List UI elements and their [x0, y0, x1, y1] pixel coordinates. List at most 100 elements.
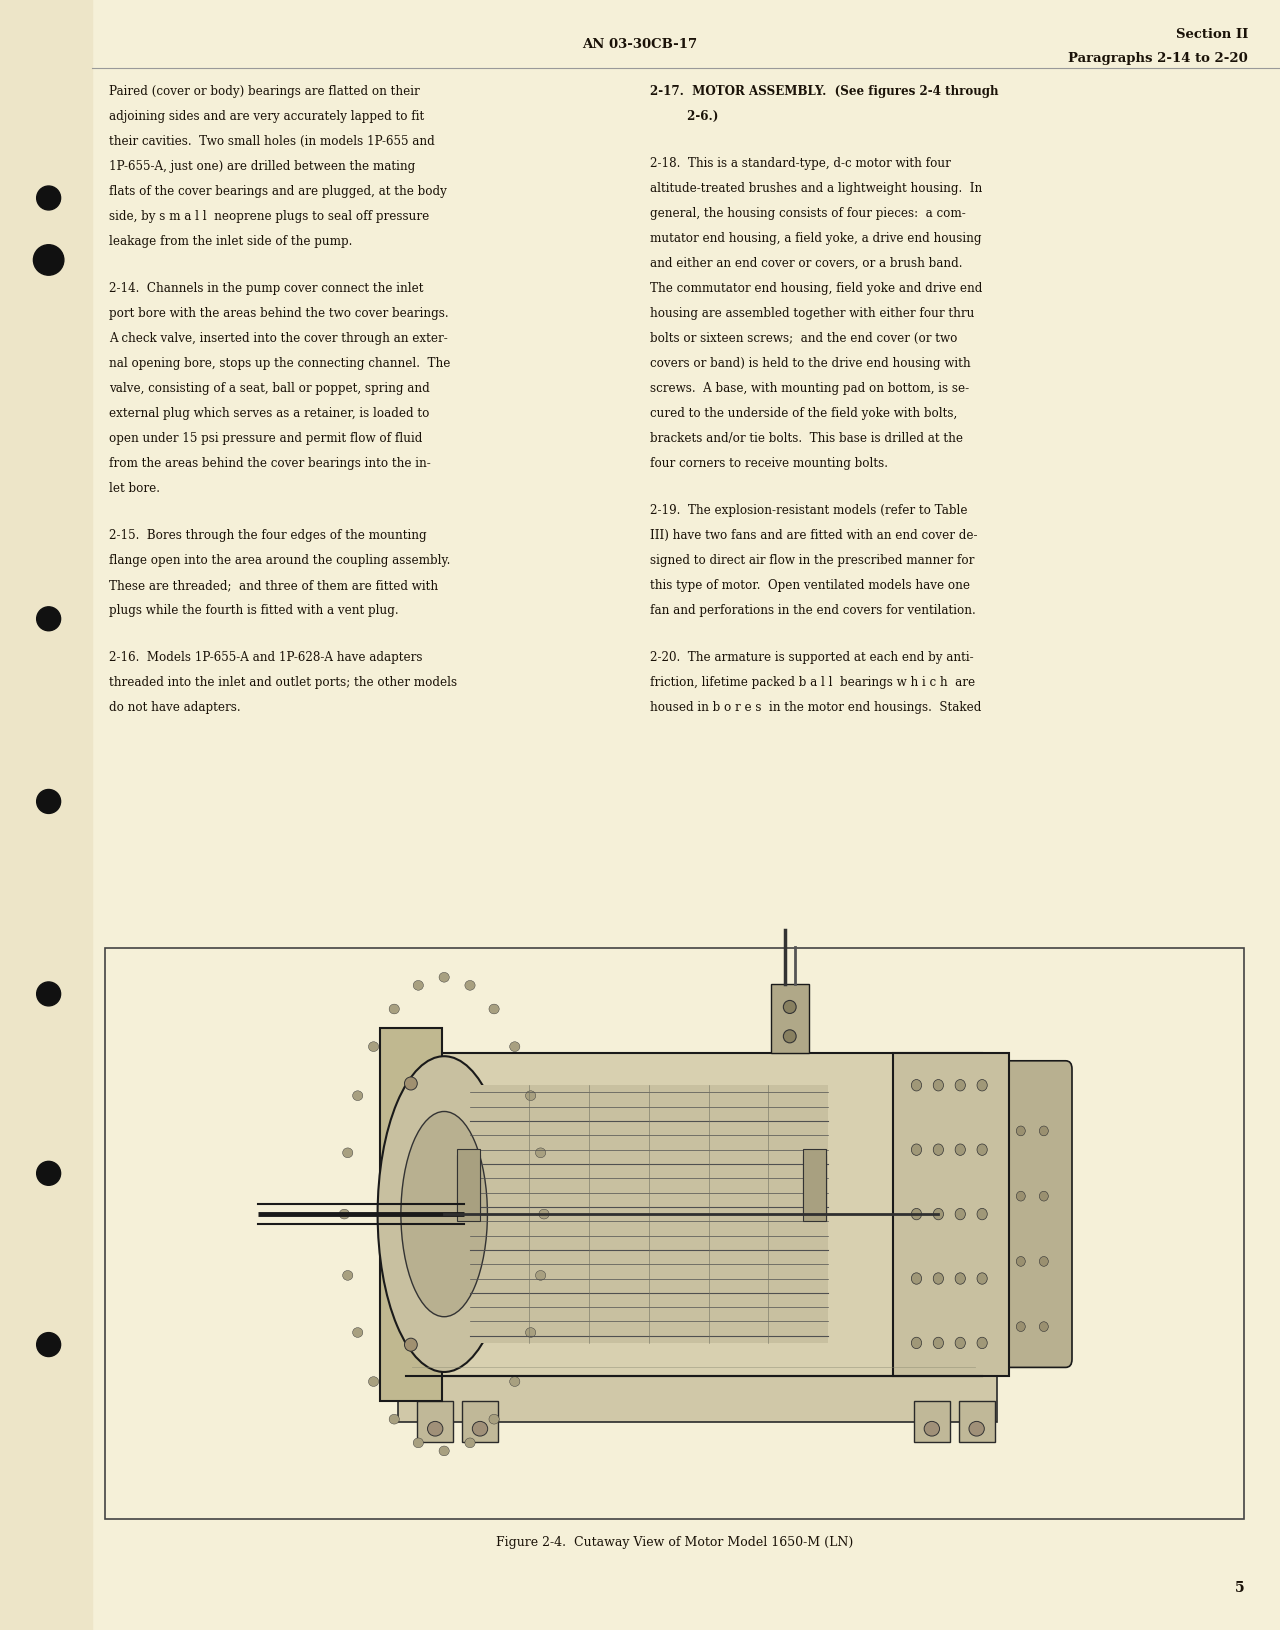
Ellipse shape	[911, 1273, 922, 1284]
Bar	[462, 1402, 498, 1443]
Text: 2-20.  The armature is supported at each end by anti-: 2-20. The armature is supported at each …	[650, 650, 974, 663]
Ellipse shape	[509, 1042, 520, 1051]
Ellipse shape	[969, 1421, 984, 1436]
Ellipse shape	[924, 1421, 940, 1436]
Ellipse shape	[535, 1148, 545, 1157]
Text: open under 15 psi pressure and permit flow of fluid: open under 15 psi pressure and permit fl…	[109, 432, 422, 445]
Text: adjoining sides and are very accurately lapped to fit: adjoining sides and are very accurately …	[109, 109, 424, 122]
Bar	[803, 1149, 826, 1214]
Ellipse shape	[37, 608, 60, 631]
Text: 2-14.  Channels in the pump cover connect the inlet: 2-14. Channels in the pump cover connect…	[109, 282, 424, 295]
Ellipse shape	[977, 1337, 987, 1350]
Ellipse shape	[489, 1004, 499, 1014]
Text: 2-17.  MOTOR ASSEMBLY.  (See figures 2-4 through: 2-17. MOTOR ASSEMBLY. (See figures 2-4 t…	[650, 85, 998, 98]
Text: four corners to receive mounting bolts.: four corners to receive mounting bolts.	[650, 456, 888, 469]
Ellipse shape	[343, 1148, 353, 1157]
Bar	[771, 985, 809, 1053]
Bar	[959, 1402, 995, 1443]
Ellipse shape	[955, 1273, 965, 1284]
Text: side, by s m a l l  neoprene plugs to seal off pressure: side, by s m a l l neoprene plugs to sea…	[109, 210, 429, 222]
Bar	[406, 1053, 982, 1376]
Ellipse shape	[369, 1042, 379, 1051]
Text: Section II: Section II	[1175, 28, 1248, 41]
Ellipse shape	[933, 1337, 943, 1350]
Text: their cavities.  Two small holes (in models 1P-655 and: their cavities. Two small holes (in mode…	[109, 135, 434, 148]
Ellipse shape	[955, 1144, 965, 1156]
Text: leakage from the inlet side of the pump.: leakage from the inlet side of the pump.	[109, 235, 352, 248]
Ellipse shape	[933, 1081, 943, 1092]
Bar	[398, 1351, 997, 1423]
Ellipse shape	[389, 1415, 399, 1425]
Text: this type of motor.  Open ventilated models have one: this type of motor. Open ventilated mode…	[650, 579, 970, 592]
Text: from the areas behind the cover bearings into the in-: from the areas behind the cover bearings…	[109, 456, 430, 469]
Ellipse shape	[428, 1421, 443, 1436]
Ellipse shape	[401, 1112, 488, 1317]
Text: 5: 5	[1234, 1579, 1244, 1594]
Text: Figure 2-4.  Cutaway View of Motor Model 1650-M (LN): Figure 2-4. Cutaway View of Motor Model …	[495, 1535, 854, 1548]
Ellipse shape	[37, 983, 60, 1006]
Text: threaded into the inlet and outlet ports; the other models: threaded into the inlet and outlet ports…	[109, 676, 457, 689]
Text: screws.  A base, with mounting pad on bottom, is se-: screws. A base, with mounting pad on bot…	[650, 381, 969, 394]
Text: let bore.: let bore.	[109, 481, 160, 494]
Ellipse shape	[783, 1001, 796, 1014]
Text: bolts or sixteen screws;  and the end cover (or two: bolts or sixteen screws; and the end cov…	[650, 331, 957, 344]
Ellipse shape	[933, 1144, 943, 1156]
Bar	[457, 1149, 480, 1214]
Text: 2-16.  Models 1P-655-A and 1P-628-A have adapters: 2-16. Models 1P-655-A and 1P-628-A have …	[109, 650, 422, 663]
Ellipse shape	[911, 1209, 922, 1219]
Ellipse shape	[1016, 1192, 1025, 1201]
Text: 2-19.  The explosion-resistant models (refer to Table: 2-19. The explosion-resistant models (re…	[650, 504, 968, 517]
Ellipse shape	[37, 791, 60, 813]
Bar	[380, 1029, 442, 1400]
Ellipse shape	[933, 1273, 943, 1284]
Ellipse shape	[1016, 1126, 1025, 1136]
Text: do not have adapters.: do not have adapters.	[109, 701, 241, 714]
Text: brackets and/or tie bolts.  This base is drilled at the: brackets and/or tie bolts. This base is …	[650, 432, 964, 445]
Ellipse shape	[369, 1377, 379, 1387]
Text: A check valve, inserted into the cover through an exter-: A check valve, inserted into the cover t…	[109, 331, 448, 344]
Text: 1P-655-A, just one) are drilled between the mating: 1P-655-A, just one) are drilled between …	[109, 160, 415, 173]
Text: housed in b o r e s  in the motor end housings.  Staked: housed in b o r e s in the motor end hou…	[650, 701, 982, 714]
Text: and either an end cover or covers, or a brush band.: and either an end cover or covers, or a …	[650, 258, 963, 271]
Text: AN 03-30CB-17: AN 03-30CB-17	[582, 39, 698, 51]
Ellipse shape	[911, 1337, 922, 1350]
Ellipse shape	[977, 1144, 987, 1156]
Bar	[457, 1156, 480, 1221]
Text: Paired (cover or body) bearings are flatted on their: Paired (cover or body) bearings are flat…	[109, 85, 420, 98]
Ellipse shape	[1016, 1257, 1025, 1267]
Ellipse shape	[911, 1144, 922, 1156]
Text: fan and perforations in the end covers for ventilation.: fan and perforations in the end covers f…	[650, 603, 975, 616]
Text: cured to the underside of the field yoke with bolts,: cured to the underside of the field yoke…	[650, 406, 957, 419]
Ellipse shape	[783, 1030, 796, 1043]
Ellipse shape	[933, 1209, 943, 1219]
Bar	[417, 1402, 453, 1443]
Ellipse shape	[977, 1081, 987, 1092]
Ellipse shape	[413, 1438, 424, 1447]
Text: valve, consisting of a seat, ball or poppet, spring and: valve, consisting of a seat, ball or pop…	[109, 381, 430, 394]
Ellipse shape	[37, 1162, 60, 1185]
Text: 2-15.  Bores through the four edges of the mounting: 2-15. Bores through the four edges of th…	[109, 528, 426, 541]
Ellipse shape	[37, 1333, 60, 1356]
Text: covers or band) is held to the drive end housing with: covers or band) is held to the drive end…	[650, 357, 970, 370]
Text: flats of the cover bearings and are plugged, at the body: flats of the cover bearings and are plug…	[109, 184, 447, 197]
Text: The commutator end housing, field yoke and drive end: The commutator end housing, field yoke a…	[650, 282, 983, 295]
Bar	[105, 949, 1244, 1519]
Text: 2-18.  This is a standard-type, d-c motor with four: 2-18. This is a standard-type, d-c motor…	[650, 156, 951, 170]
Bar	[470, 1086, 828, 1343]
Ellipse shape	[489, 1415, 499, 1425]
Bar	[893, 1053, 1009, 1376]
Ellipse shape	[33, 246, 64, 275]
Ellipse shape	[439, 973, 449, 983]
Text: III) have two fans and are fitted with an end cover de-: III) have two fans and are fitted with a…	[650, 528, 978, 541]
Bar	[914, 1402, 950, 1443]
Text: flange open into the area around the coupling assembly.: flange open into the area around the cou…	[109, 554, 451, 567]
Ellipse shape	[378, 1056, 511, 1372]
Text: general, the housing consists of four pieces:  a com-: general, the housing consists of four pi…	[650, 207, 966, 220]
Text: plugs while the fourth is fitted with a vent plug.: plugs while the fourth is fitted with a …	[109, 603, 398, 616]
Text: external plug which serves as a retainer, is loaded to: external plug which serves as a retainer…	[109, 406, 429, 419]
Ellipse shape	[955, 1081, 965, 1092]
Ellipse shape	[1016, 1322, 1025, 1332]
Ellipse shape	[1039, 1322, 1048, 1332]
Ellipse shape	[955, 1337, 965, 1350]
Text: 2-6.): 2-6.)	[650, 109, 718, 122]
